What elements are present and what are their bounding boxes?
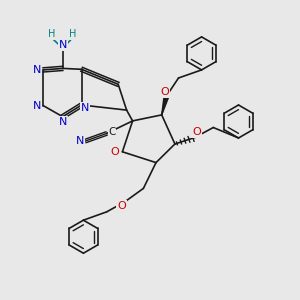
Text: O: O xyxy=(110,147,119,157)
Text: O: O xyxy=(117,201,126,211)
Polygon shape xyxy=(162,95,169,115)
Text: O: O xyxy=(160,87,169,98)
Text: N: N xyxy=(58,40,67,50)
Text: N: N xyxy=(81,103,89,113)
Text: H: H xyxy=(69,29,76,39)
Text: C: C xyxy=(108,127,116,137)
Text: H: H xyxy=(48,29,55,39)
Text: O: O xyxy=(192,127,201,137)
Text: N: N xyxy=(58,117,67,127)
Text: N: N xyxy=(33,65,41,75)
Text: N: N xyxy=(76,136,84,146)
Text: N: N xyxy=(33,100,41,111)
